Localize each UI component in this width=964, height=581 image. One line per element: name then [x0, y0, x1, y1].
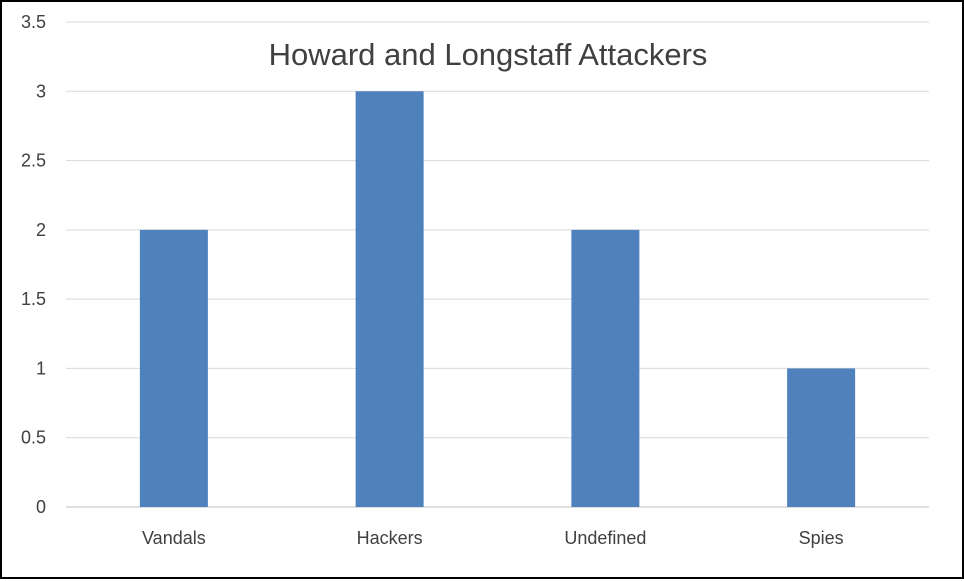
bar-hackers [355, 91, 424, 508]
y-tick-label: 1.5 [21, 289, 46, 309]
y-axis-ticks: 0 0.5 1 1.5 2 2.5 3 3.5 [21, 12, 46, 517]
gridlines [66, 21, 929, 508]
bar-undefined [571, 229, 640, 507]
x-tick-label: Hackers [357, 528, 423, 548]
x-axis-ticks: Vandals Hackers Undefined Spies [142, 528, 844, 548]
x-tick-label: Undefined [564, 528, 646, 548]
y-tick-label: 0 [36, 497, 46, 517]
x-tick-label: Vandals [142, 528, 206, 548]
y-tick-label: 3.5 [21, 12, 46, 32]
y-tick-label: 2 [36, 220, 46, 240]
x-tick-label: Spies [799, 528, 844, 548]
bar-spies [787, 368, 856, 507]
chart-title: Howard and Longstaff Attackers [269, 37, 708, 72]
bars [139, 91, 856, 508]
y-tick-label: 2.5 [21, 151, 46, 171]
y-tick-label: 3 [36, 81, 46, 101]
y-tick-label: 0.5 [21, 428, 46, 448]
y-tick-label: 1 [36, 358, 46, 378]
bar-vandals [139, 229, 208, 507]
